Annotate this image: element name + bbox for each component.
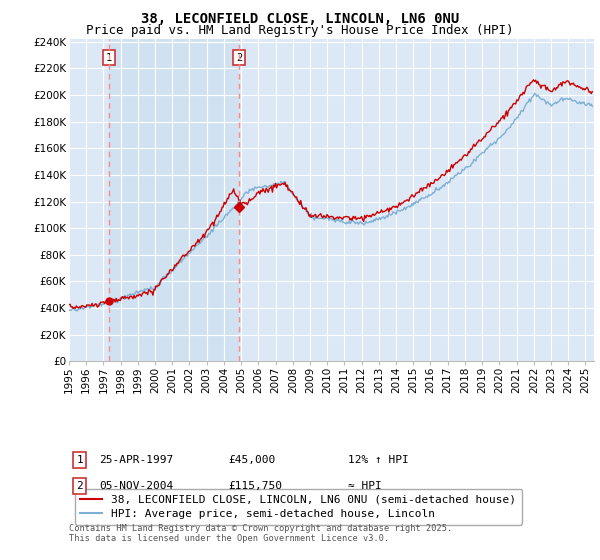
- Text: ≈ HPI: ≈ HPI: [348, 481, 382, 491]
- Text: 05-NOV-2004: 05-NOV-2004: [99, 481, 173, 491]
- Text: £115,750: £115,750: [228, 481, 282, 491]
- Text: 25-APR-1997: 25-APR-1997: [99, 455, 173, 465]
- Text: 1: 1: [76, 455, 83, 465]
- Bar: [109, 39, 239, 361]
- Text: £45,000: £45,000: [228, 455, 275, 465]
- Text: 2: 2: [76, 481, 83, 491]
- Text: Price paid vs. HM Land Registry's House Price Index (HPI): Price paid vs. HM Land Registry's House …: [86, 24, 514, 37]
- Text: 38, LECONFIELD CLOSE, LINCOLN, LN6 0NU: 38, LECONFIELD CLOSE, LINCOLN, LN6 0NU: [141, 12, 459, 26]
- Text: 2: 2: [236, 53, 242, 63]
- Text: Contains HM Land Registry data © Crown copyright and database right 2025.
This d: Contains HM Land Registry data © Crown c…: [69, 524, 452, 543]
- Legend: 38, LECONFIELD CLOSE, LINCOLN, LN6 0NU (semi-detached house), HPI: Average price: 38, LECONFIELD CLOSE, LINCOLN, LN6 0NU (…: [74, 489, 522, 525]
- Text: 12% ↑ HPI: 12% ↑ HPI: [348, 455, 409, 465]
- Text: 1: 1: [106, 53, 112, 63]
